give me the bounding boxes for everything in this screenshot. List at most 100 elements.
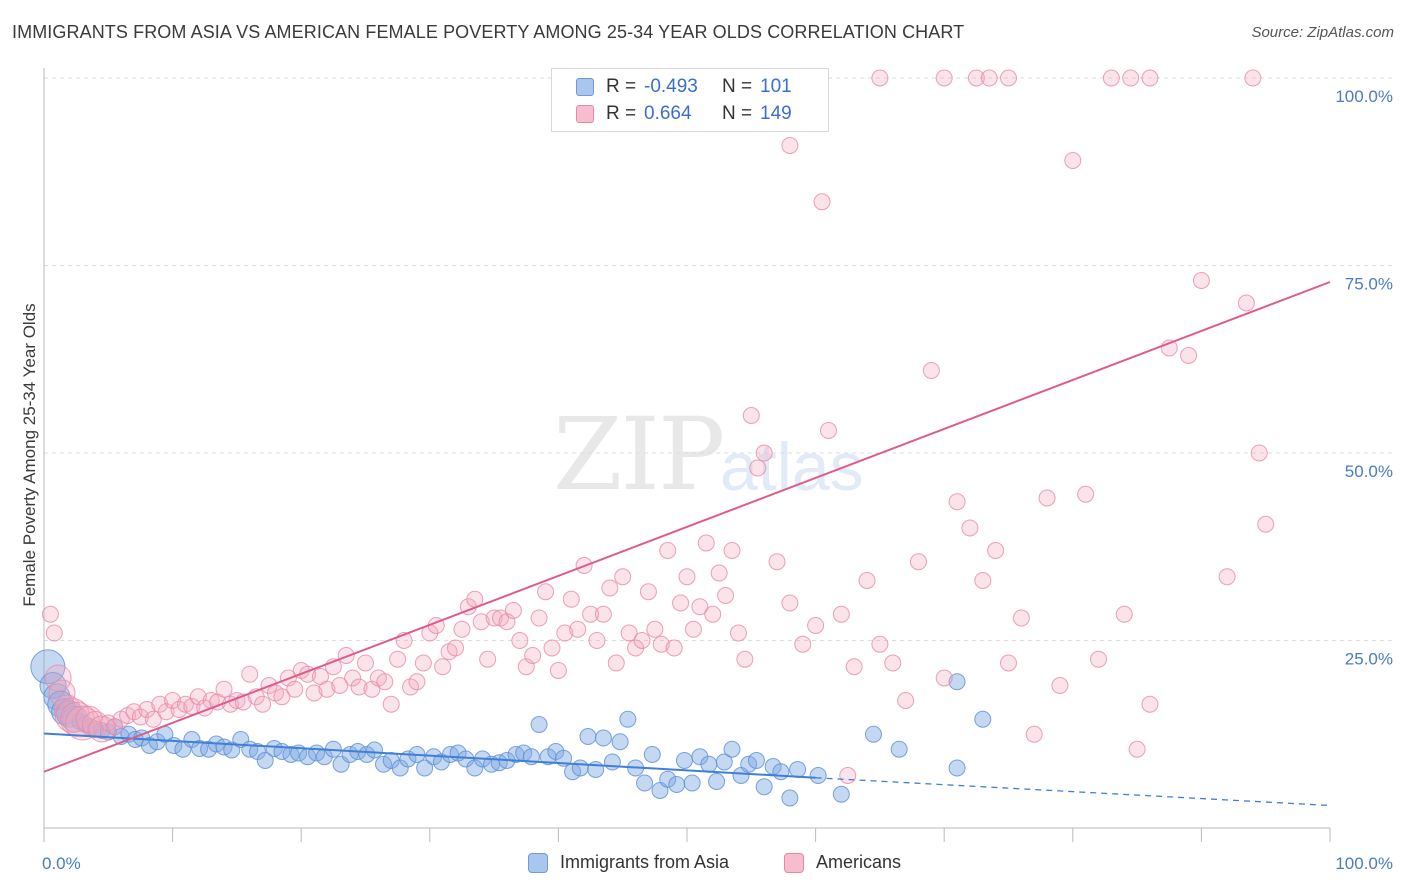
data-point bbox=[1000, 654, 1017, 672]
data-point bbox=[809, 767, 827, 784]
y-tick-label: 25.0% bbox=[1345, 650, 1393, 669]
legend-r-label: R = bbox=[606, 103, 637, 124]
data-point bbox=[755, 444, 773, 462]
data-point bbox=[845, 658, 863, 676]
legend-swatch-pink bbox=[576, 105, 594, 123]
data-point bbox=[704, 605, 722, 623]
data-point bbox=[1237, 294, 1255, 312]
data-point bbox=[659, 542, 677, 559]
data-point bbox=[717, 587, 735, 604]
data-point bbox=[668, 776, 686, 793]
data-point bbox=[614, 568, 632, 586]
data-point bbox=[376, 673, 394, 691]
data-point bbox=[350, 678, 368, 696]
data-point bbox=[366, 741, 384, 759]
data-point bbox=[39, 672, 67, 699]
data-point bbox=[1000, 69, 1017, 87]
data-point bbox=[569, 620, 587, 638]
y-tick-label: 50.0% bbox=[1345, 462, 1393, 481]
data-point bbox=[948, 673, 966, 691]
data-point bbox=[138, 701, 156, 718]
data-point bbox=[619, 710, 637, 728]
data-point bbox=[530, 716, 548, 733]
data-point bbox=[643, 746, 661, 763]
data-point bbox=[813, 193, 831, 211]
data-point bbox=[1012, 609, 1030, 627]
y-tick-label: 75.0% bbox=[1345, 275, 1393, 294]
data-point bbox=[1102, 69, 1120, 87]
data-point bbox=[603, 753, 621, 771]
data-point bbox=[832, 785, 850, 803]
data-point bbox=[839, 767, 857, 784]
data-point bbox=[607, 654, 625, 672]
trend-line-immigrants bbox=[43, 732, 816, 779]
data-point bbox=[961, 519, 979, 537]
data-point bbox=[447, 639, 465, 657]
data-point bbox=[357, 654, 374, 672]
data-point bbox=[375, 755, 393, 773]
data-point bbox=[45, 624, 63, 642]
data-point bbox=[974, 710, 992, 728]
data-point bbox=[1064, 152, 1082, 169]
data-point bbox=[504, 602, 522, 619]
legend-r-label: R = bbox=[606, 76, 637, 97]
data-point bbox=[987, 542, 1005, 559]
data-point bbox=[749, 459, 767, 477]
data-point bbox=[659, 770, 677, 788]
data-point bbox=[556, 624, 574, 642]
data-point bbox=[144, 710, 162, 728]
watermark-atlas: atlas bbox=[720, 429, 864, 505]
data-point bbox=[1250, 444, 1268, 462]
data-point bbox=[789, 761, 807, 778]
legend-item-americans[interactable]: Americans bbox=[784, 852, 901, 873]
watermark-zip: ZIP bbox=[553, 396, 725, 513]
data-point bbox=[331, 677, 349, 694]
data-point bbox=[1090, 650, 1108, 668]
legend-item-immigrants[interactable]: Immigrants from Asia bbox=[528, 852, 729, 873]
data-point bbox=[684, 620, 702, 638]
data-point bbox=[897, 692, 915, 709]
axes bbox=[43, 68, 1331, 842]
data-point bbox=[794, 635, 812, 653]
data-point bbox=[636, 774, 654, 792]
data-point bbox=[472, 613, 490, 631]
legend-label: Immigrants from Asia bbox=[560, 852, 730, 872]
data-point bbox=[700, 755, 718, 773]
y-axis-label: Female Poverty Among 25-34 Year Olds bbox=[20, 303, 39, 606]
data-point bbox=[389, 650, 407, 668]
data-point bbox=[665, 639, 683, 657]
data-point bbox=[742, 407, 760, 424]
legend-r-value: 0.664 bbox=[644, 103, 692, 124]
data-point bbox=[543, 639, 561, 657]
data-point bbox=[697, 534, 715, 552]
data-point bbox=[935, 69, 953, 87]
data-point bbox=[416, 759, 434, 777]
series-americans bbox=[41, 69, 1275, 784]
legend-n-value: 101 bbox=[760, 76, 792, 97]
data-point bbox=[747, 752, 765, 769]
data-point bbox=[708, 773, 726, 790]
data-point bbox=[715, 753, 733, 771]
data-point bbox=[675, 752, 693, 769]
legend-row-americans: R = 0.664 N = 149 bbox=[576, 101, 792, 127]
data-point bbox=[922, 362, 940, 379]
data-point bbox=[479, 650, 497, 668]
legend-label: Americans bbox=[816, 852, 902, 872]
series-legend: Immigrants from Asia Americans bbox=[0, 852, 1406, 878]
data-point bbox=[819, 422, 837, 439]
data-point bbox=[683, 774, 701, 792]
data-point bbox=[273, 688, 291, 706]
data-point bbox=[549, 662, 567, 679]
data-point bbox=[1051, 677, 1069, 694]
data-point bbox=[305, 684, 323, 702]
data-point bbox=[48, 679, 76, 707]
data-point bbox=[1038, 489, 1056, 507]
source-label: Source: ZipAtlas.com bbox=[1251, 24, 1394, 41]
data-point bbox=[974, 572, 992, 589]
trend-lines bbox=[43, 281, 1331, 807]
data-point bbox=[176, 695, 194, 713]
data-point bbox=[691, 598, 709, 616]
data-point bbox=[485, 609, 503, 627]
data-point bbox=[678, 568, 696, 586]
data-point bbox=[571, 759, 589, 777]
